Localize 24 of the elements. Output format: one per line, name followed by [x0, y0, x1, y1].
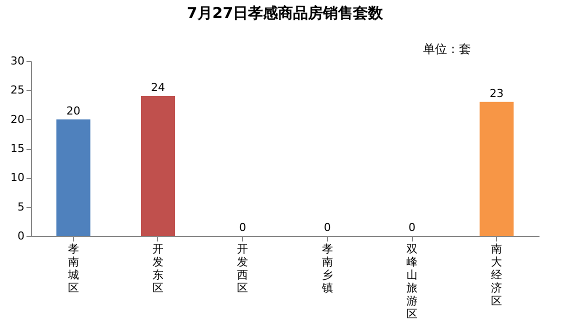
data-label: 20 [66, 104, 80, 118]
x-tick-label: 开发西区 [237, 242, 248, 294]
y-tick-label: 20 [10, 112, 24, 126]
y-tick-label: 30 [10, 54, 24, 68]
y-tick-label: 15 [10, 142, 24, 155]
text: 单位：套 [423, 42, 471, 56]
data-label: 0 [408, 221, 416, 234]
bar [141, 96, 175, 236]
x-tick-label: 南大经济区 [491, 242, 502, 308]
bar [56, 119, 90, 236]
x-tick-label: 开发东区 [152, 242, 164, 294]
bar [480, 102, 514, 236]
y-tick-label: 10 [10, 171, 24, 184]
data-label: 24 [151, 81, 165, 94]
y-tick-label: 0 [18, 230, 24, 242]
y-tick-label: 5 [18, 200, 24, 214]
chart-title: 7月27日孝感商品房销售套数 [186, 4, 384, 22]
data-label: 0 [239, 221, 246, 234]
x-tick-label: 孝南乡镇 [320, 242, 333, 294]
x-tick-label: 双峰山旅游区 [406, 242, 418, 320]
data-label: 0 [324, 221, 331, 234]
y-tick-label: 25 [10, 84, 24, 97]
x-tick-label: 孝南城区 [66, 242, 79, 294]
data-label: 23 [490, 86, 504, 100]
